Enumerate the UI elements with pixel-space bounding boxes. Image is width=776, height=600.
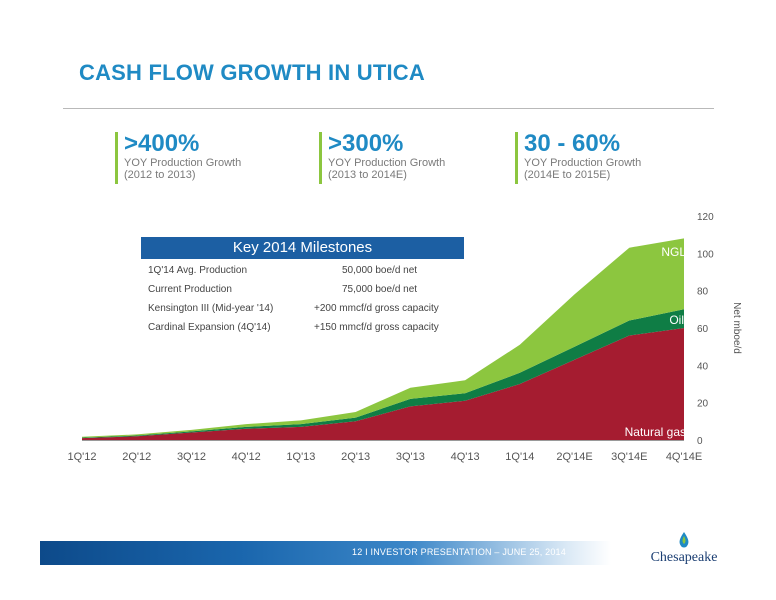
milestone-label: Kensington III (Mid-year '14) <box>148 303 274 314</box>
x-tick-label: 2Q'14E <box>556 451 592 463</box>
stat-block-2: >300% YOY Production Growth (2013 to 201… <box>319 130 446 184</box>
y-tick-label: 100 <box>697 249 714 260</box>
milestone-value: +200 mmcf/d gross capacity <box>314 303 439 314</box>
x-tick-label: 1Q'14 <box>505 451 534 463</box>
milestones-header: Key 2014 Milestones <box>141 237 464 259</box>
footer-band <box>40 541 611 565</box>
ngl-area <box>82 238 684 438</box>
stat-line-1: YOY Production Growth <box>124 157 242 169</box>
y-tick-label: 40 <box>697 361 709 372</box>
x-tick-label: 4Q'12 <box>232 451 261 463</box>
y-tick-label: 60 <box>697 324 709 335</box>
title-divider <box>63 108 714 109</box>
milestone-row: 1Q'14 Avg. Production 50,000 boe/d net <box>148 265 468 279</box>
oil-label: Oil <box>669 313 684 327</box>
x-tick-label: 4Q'13 <box>451 451 480 463</box>
natural-gas-area <box>82 328 684 440</box>
stat-value: >300% <box>328 130 404 157</box>
x-tick-label: 1Q'12 <box>67 451 96 463</box>
oil-area <box>82 309 684 439</box>
x-tick-label: 1Q'13 <box>286 451 315 463</box>
stat-block-1: >400% YOY Production Growth (2012 to 201… <box>115 130 242 184</box>
x-tick-label: 3Q'12 <box>177 451 206 463</box>
stat-line-1: YOY Production Growth <box>524 157 642 169</box>
stat-line-2: (2013 to 2014E) <box>328 169 407 181</box>
x-tick-label: 3Q'13 <box>396 451 425 463</box>
milestone-row: Kensington III (Mid-year '14) +200 mmcf/… <box>148 303 468 317</box>
milestone-row: Current Production 75,000 boe/d net <box>148 284 468 298</box>
milestone-label: 1Q'14 Avg. Production <box>148 265 248 276</box>
milestone-label: Current Production <box>148 284 232 295</box>
logo-wordmark: Chesapeake <box>651 550 718 565</box>
milestone-value: 50,000 boe/d net <box>342 265 418 276</box>
ngl-label: NGL <box>661 245 686 259</box>
y-tick-label: 20 <box>697 399 709 410</box>
stat-value: >400% <box>124 130 200 157</box>
stat-line-1: YOY Production Growth <box>328 157 446 169</box>
x-tick-label: 2Q'13 <box>341 451 370 463</box>
x-tick-label: 2Q'12 <box>122 451 151 463</box>
chesapeake-logo: Chesapeake <box>651 532 718 565</box>
y-tick-label: 80 <box>697 287 709 298</box>
page-title: CASH FLOW GROWTH IN UTICA <box>79 60 425 85</box>
y-tick-label: 0 <box>697 436 703 447</box>
stat-line-2: (2012 to 2013) <box>124 169 196 181</box>
y-tick-label: 120 <box>697 212 714 223</box>
milestone-value: +150 mmcf/d gross capacity <box>314 322 439 333</box>
y-axis-label: Net mboe/d <box>731 302 742 354</box>
footer-text: 12 I INVESTOR PRESENTATION – JUNE 25, 20… <box>352 547 566 557</box>
stat-block-3: 30 - 60% YOY Production Growth (2014E to… <box>515 130 642 184</box>
x-tick-label: 4Q'14E <box>666 451 702 463</box>
natural-gas-label: Natural gas <box>625 425 686 439</box>
milestone-row: Cardinal Expansion (4Q'14) +150 mmcf/d g… <box>148 322 468 336</box>
x-tick-label: 3Q'14E <box>611 451 647 463</box>
milestone-label: Cardinal Expansion (4Q'14) <box>148 322 271 333</box>
milestone-value: 75,000 boe/d net <box>342 284 418 295</box>
stat-value: 30 - 60% <box>524 130 621 157</box>
stat-line-2: (2014E to 2015E) <box>524 169 611 181</box>
